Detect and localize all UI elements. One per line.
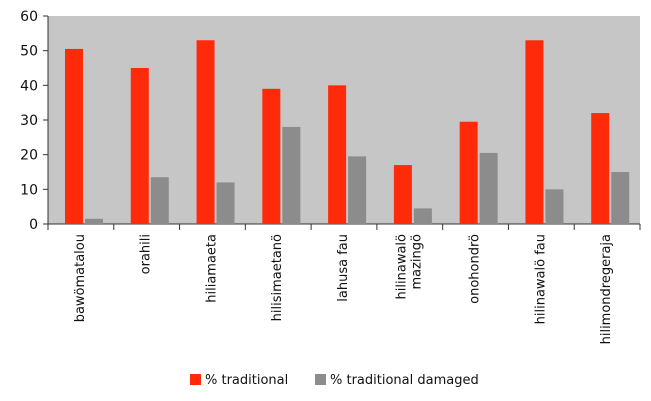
bar — [479, 152, 498, 224]
bar — [328, 85, 347, 224]
bar — [196, 40, 215, 225]
bar — [413, 208, 432, 224]
legend-swatch — [315, 374, 326, 385]
bar — [262, 88, 281, 224]
legend-label: % traditional damaged — [330, 373, 479, 388]
y-tick-label: 60 — [20, 9, 38, 25]
x-axis — [47, 223, 641, 230]
bar — [459, 121, 478, 224]
bar — [130, 68, 149, 224]
y-tick-label: 0 — [29, 217, 38, 233]
legend-swatch — [190, 374, 201, 385]
bar — [65, 48, 83, 224]
legend-label: % traditional — [205, 373, 288, 388]
y-tick-label: 50 — [20, 44, 38, 60]
y-tick-label: 40 — [20, 78, 38, 94]
bar — [591, 113, 610, 224]
bar — [525, 40, 544, 225]
x-tick-label: hilisimaetanö — [270, 234, 285, 321]
y-tick-label: 10 — [20, 182, 38, 198]
bar — [545, 189, 564, 224]
bar — [150, 177, 169, 224]
x-tick-label: hiliamaeta — [204, 234, 219, 303]
y-tick-label: 30 — [20, 113, 38, 129]
bar — [393, 165, 412, 224]
bar — [282, 126, 301, 224]
x-tick-label: mazingö — [409, 234, 424, 290]
x-tick-label: orahili — [139, 234, 154, 274]
legend: % traditional % traditional damaged — [190, 373, 479, 388]
x-tick-label: hilinawalö fau — [533, 234, 548, 324]
x-tick-label: hilinawalö — [394, 234, 409, 299]
x-tick-label: bawömatalou — [73, 234, 88, 322]
bar — [216, 182, 235, 224]
bar — [611, 172, 630, 224]
category-labels: bawömatalou orahili hiliamaeta hilisimaetan… — [73, 234, 614, 344]
bar — [348, 156, 367, 224]
x-tick-label: hilimondregeraja — [599, 234, 614, 344]
bars — [65, 40, 630, 225]
y-axis: 0 10 20 30 40 50 60 — [20, 9, 49, 233]
x-tick-label: lahusa fau — [336, 234, 351, 302]
bar — [85, 218, 103, 224]
y-tick-label: 20 — [20, 148, 38, 164]
x-tick-label: onohondrö — [468, 234, 483, 304]
